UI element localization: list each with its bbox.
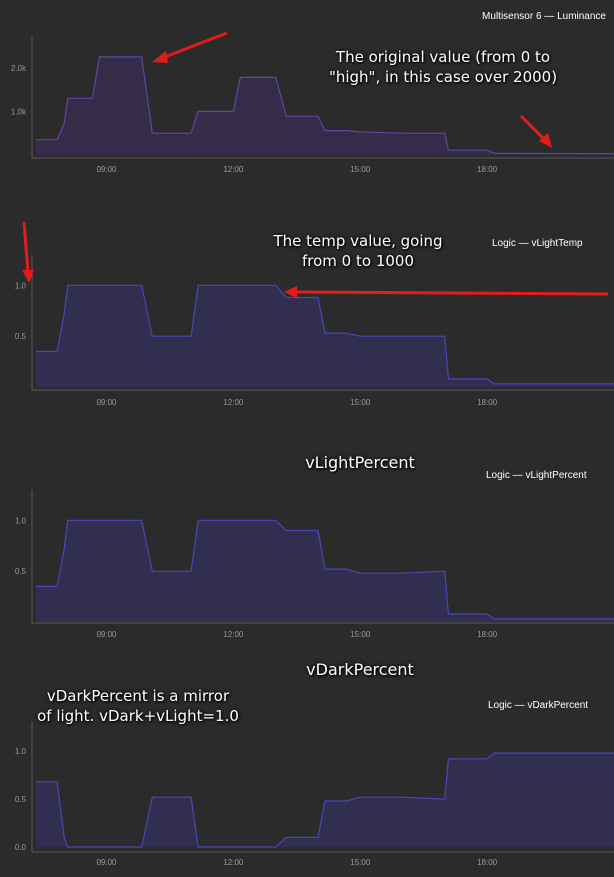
chart-title: Logic — vLightPercent	[486, 470, 587, 481]
x-tick-label: 18:00	[477, 630, 498, 639]
chart-panel-luminance: Multisensor 6 — Luminance 09:00 12:00 15:0…	[0, 0, 614, 190]
series-area	[36, 56, 614, 155]
x-tick-label: 09:00	[96, 630, 117, 639]
y-tick-label: 2.0k	[11, 64, 27, 73]
x-tick-label: 15:00	[350, 630, 371, 639]
chart-panel-vlightpercent: vLightPercent Logic — vLightPercent 09:0…	[0, 445, 614, 645]
x-tick-label: 18:00	[477, 165, 498, 174]
y-tick-label: 0.5	[15, 332, 27, 341]
annotation-vlightpercent: vLightPercent	[305, 453, 415, 472]
series-line	[36, 284, 614, 385]
annotation-mirror: vDarkPercent is a mirror of light. vDark…	[37, 687, 239, 725]
series-line	[36, 56, 614, 155]
series-area	[36, 285, 614, 387]
chart-title: Logic — vDarkPercent	[488, 700, 589, 711]
x-tick-label: 18:00	[477, 858, 498, 867]
x-tick-label: 09:00	[96, 858, 117, 867]
series-area	[36, 753, 614, 847]
series-area	[36, 520, 614, 622]
x-tick-label: 15:00	[350, 165, 371, 174]
x-tick-label: 12:00	[223, 630, 244, 639]
chart-title: Multisensor 6 — Luminance	[482, 11, 606, 22]
y-tick-label: 0.5	[15, 795, 27, 804]
x-tick-label: 12:00	[223, 858, 244, 867]
annotation-vdarkpercent: vDarkPercent	[306, 660, 414, 679]
chart-svg: 09:00 12:00 15:00 18:00 1.0k 2.0k	[11, 36, 614, 174]
y-tick-label: 0.0	[15, 843, 27, 852]
x-tick-label: 15:00	[350, 398, 371, 407]
x-tick-label: 18:00	[477, 398, 498, 407]
x-tick-label: 09:00	[96, 398, 117, 407]
y-tick-label: 1.0	[15, 516, 27, 525]
y-tick-label: 1.0	[15, 747, 27, 756]
chart-svg: 09:00 12:00 15:00 18:00 0.0 0.5 1.0	[15, 722, 614, 867]
series-line	[36, 519, 614, 620]
chart-title: Logic — vLightTemp	[492, 238, 583, 249]
series-line	[36, 752, 614, 848]
y-tick-label: 0.5	[15, 567, 27, 576]
chart-panel-vdarkpercent: vDarkPercent vDarkPercent is a mirror of…	[0, 655, 614, 877]
x-tick-label: 15:00	[350, 858, 371, 867]
annotation-original-value: The original value (from 0 to "high", in…	[328, 48, 558, 86]
chart-svg: 09:00 12:00 15:00 18:00 0.5 1.0	[15, 490, 614, 639]
x-tick-label: 12:00	[223, 398, 244, 407]
y-tick-label: 1.0	[15, 281, 27, 290]
chart-panel-vlighttemp: Logic — vLightTemp 09:00 12:00 15:00 18:00 0…	[0, 210, 614, 420]
y-tick-label: 1.0k	[11, 107, 27, 116]
x-tick-label: 12:00	[223, 165, 244, 174]
annotation-temp-value: The temp value, going from 0 to 1000	[273, 232, 443, 270]
x-tick-label: 09:00	[96, 165, 117, 174]
